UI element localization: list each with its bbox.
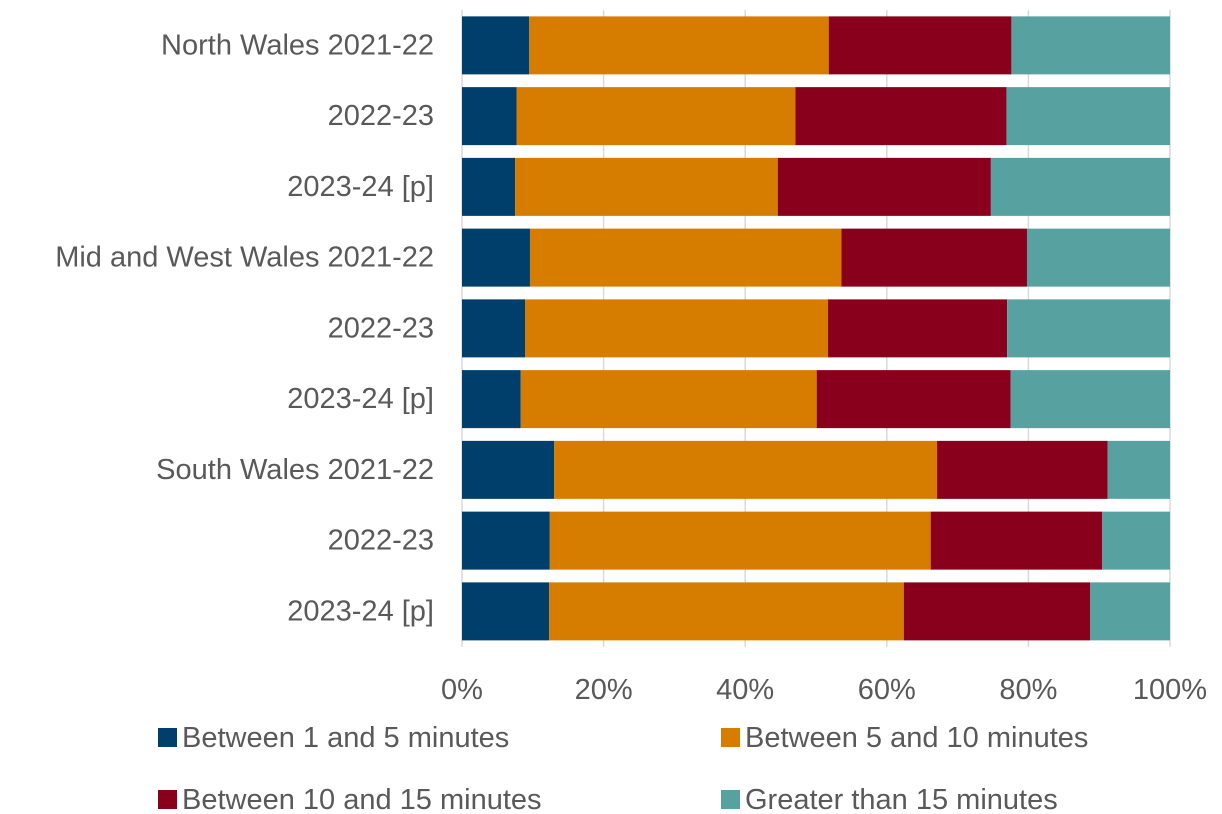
x-tick-label: 80%: [999, 674, 1057, 706]
category-labels: North Wales 2021-22 2022-23 2023-24 [p] Mid…: [55, 29, 434, 627]
legend-label: Greater than 15 minutes: [745, 784, 1058, 814]
bar-segment-8-1: [549, 582, 904, 641]
x-tick-label: 40%: [716, 674, 774, 706]
bar-segment-2-1: [515, 157, 778, 216]
bar-segment-2-3: [990, 157, 1170, 216]
bar-segment-1-0: [462, 87, 517, 146]
bar-segment-6-0: [462, 440, 555, 499]
category-label: North Wales 2021-22: [161, 29, 434, 61]
category-label: Mid and West Wales 2021-22: [55, 242, 434, 274]
x-tick-label: 0%: [441, 674, 483, 706]
category-label: 2023-24 [p]: [287, 595, 434, 627]
bar-segment-7-1: [549, 511, 931, 570]
bar-segment-4-3: [1007, 299, 1170, 358]
x-tick-label: 100%: [1133, 674, 1207, 706]
bar-segment-4-1: [525, 299, 829, 358]
bar-segment-5-0: [462, 370, 521, 429]
bar-segment-7-0: [462, 511, 550, 570]
x-axis-tick-labels: 0% 20% 40% 60% 80% 100%: [441, 674, 1207, 706]
x-tick-label: 20%: [575, 674, 633, 706]
bar-segment-0-0: [462, 16, 530, 75]
legend-label: Between 1 and 5 minutes: [182, 722, 509, 754]
bar-segment-6-2: [937, 440, 1108, 499]
bars: [462, 16, 1170, 641]
legend-swatch: [158, 790, 177, 809]
bar-segment-3-2: [841, 228, 1027, 287]
bar-segment-6-1: [554, 440, 938, 499]
bar-segment-0-2: [828, 16, 1012, 75]
category-label: 2023-24 [p]: [287, 171, 434, 203]
bar-segment-7-3: [1102, 511, 1170, 570]
legend-label: Between 10 and 15 minutes: [182, 784, 542, 814]
bar-segment-5-2: [816, 370, 1011, 429]
legend: Between 1 and 5 minutes Between 5 and 10 …: [158, 722, 1088, 814]
bar-segment-2-0: [462, 157, 516, 216]
bar-segment-3-0: [462, 228, 530, 287]
category-label: South Wales 2021-22: [156, 454, 434, 486]
bar-segment-2-2: [777, 157, 991, 216]
bar-segment-0-3: [1011, 16, 1170, 75]
bar-segment-1-3: [1006, 87, 1170, 146]
legend-swatch: [158, 728, 177, 747]
bar-segment-5-3: [1010, 370, 1170, 429]
legend-swatch: [721, 790, 740, 809]
category-label: 2023-24 [p]: [287, 383, 434, 415]
bar-segment-4-2: [828, 299, 1008, 358]
bar-segment-7-2: [930, 511, 1103, 570]
legend-label: Between 5 and 10 minutes: [745, 722, 1088, 754]
x-tick-label: 60%: [858, 674, 916, 706]
category-label: 2022-23: [328, 100, 434, 132]
bar-segment-6-3: [1107, 440, 1170, 499]
category-label: 2022-23: [328, 525, 434, 557]
bar-segment-5-1: [520, 370, 817, 429]
bar-segment-0-1: [529, 16, 829, 75]
bar-segment-1-2: [795, 87, 1007, 146]
bar-segment-8-3: [1089, 582, 1170, 641]
bar-segment-8-2: [903, 582, 1090, 641]
category-label: 2022-23: [328, 312, 434, 344]
bar-segment-3-1: [529, 228, 842, 287]
bar-segment-3-3: [1026, 228, 1170, 287]
bar-segment-8-0: [462, 582, 550, 641]
bar-segment-1-1: [516, 87, 796, 146]
bar-segment-4-0: [462, 299, 526, 358]
legend-swatch: [721, 728, 740, 747]
